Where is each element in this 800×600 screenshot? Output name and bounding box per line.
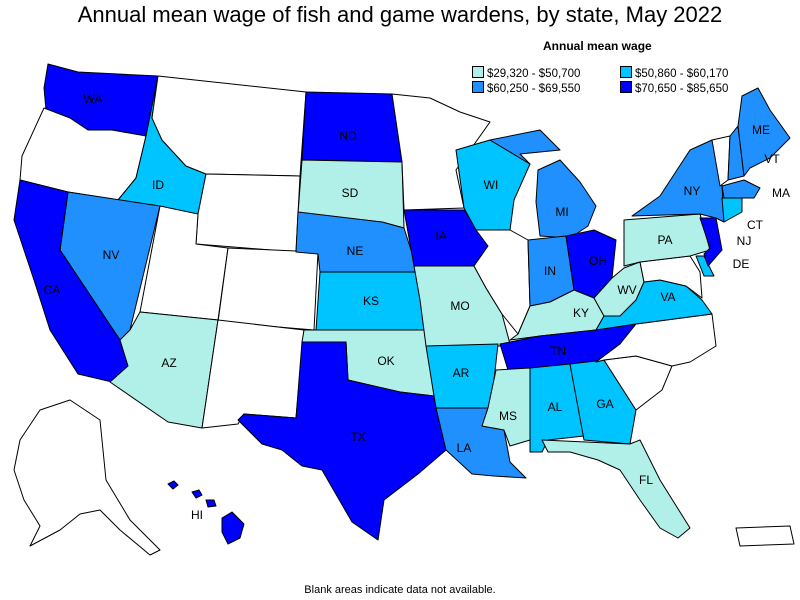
state-label-nv: NV xyxy=(103,248,120,262)
state-mn[interactable] xyxy=(391,93,491,211)
legend-swatch xyxy=(620,66,632,78)
state-label-vt: VT xyxy=(764,152,780,166)
state-label-ca: CA xyxy=(44,283,61,297)
state-label-oh: OH xyxy=(589,254,607,268)
state-label-ne: NE xyxy=(347,244,364,258)
state-pr[interactable] xyxy=(735,525,795,547)
legend-label: $29,320 - $50,700 xyxy=(487,68,581,80)
state-md[interactable] xyxy=(639,255,703,299)
legend-label: $70,650 - $85,650 xyxy=(635,83,729,95)
state-label-ar: AR xyxy=(453,366,470,380)
state-label-ny: NY xyxy=(684,184,701,198)
state-label-ky: KY xyxy=(573,306,589,320)
legend-label: $50,860 - $60,170 xyxy=(635,68,729,80)
state-label-ga: GA xyxy=(596,397,613,411)
state-label-wv: WV xyxy=(617,283,636,297)
state-label-ok: OK xyxy=(377,354,394,368)
state-fl[interactable] xyxy=(541,439,691,539)
legend-item-bin-2: $50,860 - $60,170 xyxy=(620,66,728,80)
state-label-nd: ND xyxy=(339,129,357,143)
state-label-ct: CT xyxy=(747,218,764,232)
state-ct[interactable] xyxy=(721,197,743,223)
state-ny[interactable] xyxy=(631,139,725,223)
state-label-al: AL xyxy=(548,400,563,414)
state-nd[interactable] xyxy=(301,91,403,163)
state-label-pa: PA xyxy=(657,233,672,247)
legend-swatch xyxy=(620,81,632,93)
state-label-az: AZ xyxy=(161,356,176,370)
state-ak[interactable] xyxy=(13,399,161,556)
legend-title: Annual mean wage xyxy=(543,39,652,53)
state-de[interactable] xyxy=(695,255,715,277)
state-hi[interactable] xyxy=(167,480,245,545)
state-label-ma: MA xyxy=(772,186,790,200)
state-label-ms: MS xyxy=(499,409,517,423)
state-label-fl: FL xyxy=(639,473,653,487)
state-me[interactable] xyxy=(737,87,791,177)
state-label-wi: WI xyxy=(484,178,499,192)
map-title: Annual mean wage of fish and game warden… xyxy=(77,2,723,27)
state-label-in: IN xyxy=(544,264,556,278)
state-label-sd: SD xyxy=(342,186,359,200)
state-wy[interactable] xyxy=(195,173,301,253)
state-nc[interactable] xyxy=(595,313,717,367)
state-label-hi: HI xyxy=(191,508,203,522)
state-tx[interactable] xyxy=(237,341,447,541)
state-mi[interactable] xyxy=(489,129,597,239)
state-label-tn: TN xyxy=(550,344,566,358)
legend-label: $60,250 - $69,550 xyxy=(487,83,581,95)
state-label-de: DE xyxy=(733,257,750,271)
state-co[interactable] xyxy=(217,247,319,331)
state-label-mo: MO xyxy=(450,299,469,313)
state-label-me: ME xyxy=(752,123,770,137)
legend-item-bin-4: $70,650 - $85,650 xyxy=(620,81,728,95)
footnote: Blank areas indicate data not available. xyxy=(304,584,496,596)
state-label-wa: WA xyxy=(84,92,103,106)
legend-swatch xyxy=(472,66,484,78)
state-ma[interactable] xyxy=(721,179,761,199)
state-label-va: VA xyxy=(660,290,675,304)
state-label-id: ID xyxy=(152,178,164,192)
state-nm[interactable] xyxy=(201,319,305,429)
legend-item-bin-3: $60,250 - $69,550 xyxy=(472,81,580,95)
state-label-la: LA xyxy=(457,441,472,455)
state-label-mi: MI xyxy=(555,205,568,219)
state-label-ks: KS xyxy=(363,294,379,308)
legend-item-bin-1: $29,320 - $50,700 xyxy=(472,66,580,80)
state-il[interactable] xyxy=(473,229,531,335)
legend-swatch xyxy=(472,81,484,93)
state-label-ia: IA xyxy=(435,229,446,243)
state-label-tx: TX xyxy=(350,430,365,444)
state-label-nj: NJ xyxy=(737,234,752,248)
